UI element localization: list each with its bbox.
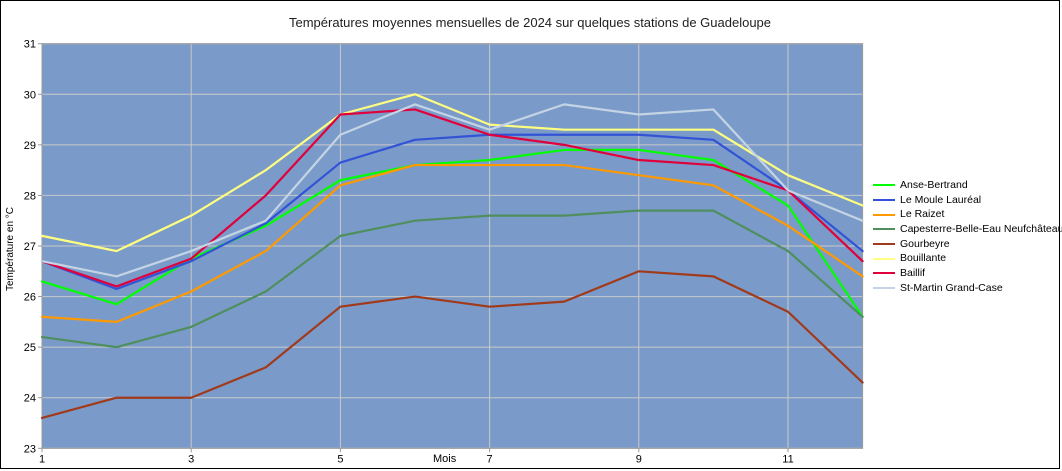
svg-text:31: 31 xyxy=(24,39,36,51)
svg-text:24: 24 xyxy=(24,393,36,405)
svg-text:26: 26 xyxy=(24,292,36,304)
svg-text:9: 9 xyxy=(636,453,642,465)
svg-text:23: 23 xyxy=(24,443,36,455)
svg-text:7: 7 xyxy=(487,453,493,465)
svg-text:27: 27 xyxy=(24,241,36,253)
svg-text:28: 28 xyxy=(24,190,36,202)
svg-text:11: 11 xyxy=(782,453,793,465)
svg-text:29: 29 xyxy=(24,140,36,152)
svg-text:1: 1 xyxy=(39,453,45,465)
svg-text:30: 30 xyxy=(24,89,36,101)
svg-text:25: 25 xyxy=(24,342,36,354)
svg-text:3: 3 xyxy=(188,453,194,465)
svg-text:5: 5 xyxy=(337,453,343,465)
